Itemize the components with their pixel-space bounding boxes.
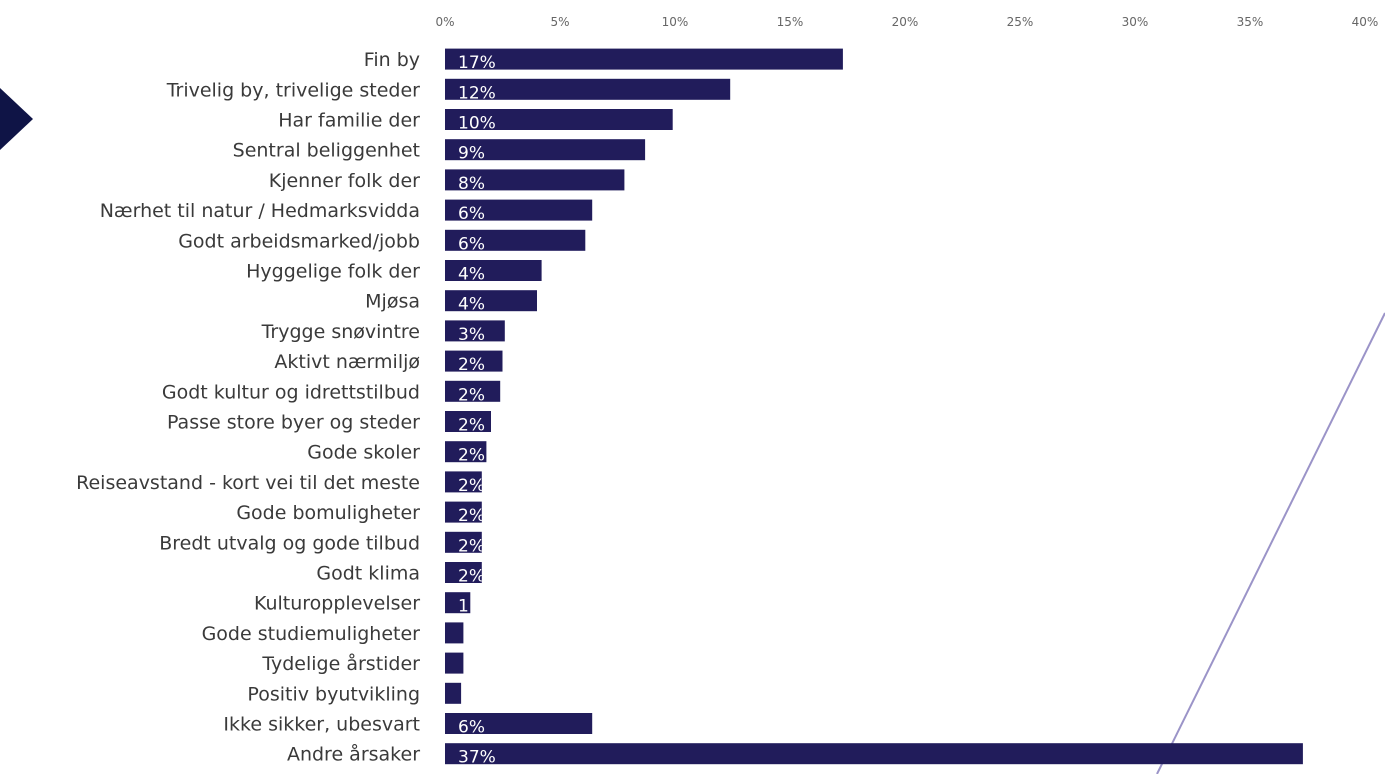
- bar: [445, 592, 471, 614]
- x-axis: 0% 5% 10% 15% 20% 25% 30% 35% 40%: [435, 15, 1378, 29]
- x-tick-label: 25%: [1007, 15, 1034, 29]
- bar: [445, 380, 501, 402]
- x-tick-label: 20%: [892, 15, 919, 29]
- category-label: Hyggelige folk der: [246, 261, 420, 283]
- bar: [445, 109, 673, 130]
- data-label: 2%: [458, 446, 485, 466]
- category-label: Godt kultur og idrettstilbud: [162, 381, 420, 403]
- category-label: Kulturopplevelser: [254, 593, 420, 615]
- connector-line: [1156, 312, 1385, 774]
- data-label: 6%: [458, 718, 485, 738]
- category-label: Trygge snøvintre: [261, 321, 420, 343]
- data-label: 12%: [458, 83, 496, 103]
- category-label: Godt klima: [316, 563, 420, 585]
- data-label: 3%: [458, 325, 485, 345]
- data-label: 2%: [458, 506, 485, 526]
- bar: [445, 290, 537, 312]
- x-tick-label: 30%: [1122, 15, 1149, 29]
- decoration-layer: [0, 88, 1385, 774]
- bar: [445, 743, 1303, 765]
- category-label: Nærhet til natur / Hedmarksvidda: [100, 200, 420, 222]
- category-label: Har familie der: [278, 110, 420, 132]
- data-label: 6%: [458, 204, 485, 224]
- bar: [445, 501, 482, 523]
- bar: [445, 471, 482, 493]
- data-label: 2%: [458, 385, 485, 405]
- data-label: 2%: [458, 416, 485, 436]
- bar: [445, 652, 464, 674]
- bar: [445, 622, 464, 644]
- category-label: Aktivt nærmiljø: [274, 351, 420, 373]
- category-labels: Fin by Trivelig by, trivelige steder Har f…: [76, 49, 420, 766]
- category-label: Fin by: [364, 49, 420, 71]
- x-tick-label: 35%: [1237, 15, 1264, 29]
- bar: [445, 229, 586, 251]
- bar: [445, 48, 843, 70]
- bar: [445, 531, 482, 553]
- bar: [445, 562, 482, 583]
- data-label: 17%: [458, 53, 496, 73]
- bar: [445, 78, 731, 100]
- data-label: 6%: [458, 234, 485, 254]
- category-label: Kjenner folk der: [269, 170, 420, 192]
- category-label: Bredt utvalg og gode tilbud: [159, 532, 420, 554]
- data-label: 8%: [458, 174, 485, 194]
- category-label: Andre årsaker: [287, 743, 420, 766]
- nav-arrow-icon: [0, 88, 33, 150]
- x-tick-label: 5%: [550, 15, 569, 29]
- bar: [445, 260, 542, 281]
- data-label: 4%: [458, 265, 485, 285]
- data-label: 4%: [458, 295, 485, 315]
- bar: [445, 441, 487, 463]
- data-label: 2%: [458, 536, 485, 556]
- bar: [445, 411, 491, 432]
- bar: [445, 682, 462, 704]
- data-label: 2%: [458, 567, 485, 587]
- category-label: Gode bomuligheter: [236, 502, 420, 524]
- category-label: Ikke sikker, ubesvart: [223, 714, 420, 736]
- data-labels: 17% 12% 10% 9% 8% 6% 6% 4% 4% 3% 2% 2% 2% 2% 2% 2% 2% 2% 1…: [458, 53, 496, 768]
- category-label: Positiv byutvikling: [247, 683, 420, 705]
- category-label: Reiseavstand - kort vei til det meste: [76, 472, 420, 494]
- category-label: Gode studiemuligheter: [202, 623, 421, 645]
- category-label: Godt arbeidsmarked/jobb: [178, 230, 420, 252]
- data-label: 1: [458, 597, 469, 617]
- bar: [445, 350, 503, 372]
- bars: [445, 48, 1303, 765]
- x-tick-label: 0%: [435, 15, 454, 29]
- bar: [445, 713, 593, 734]
- category-label: Mjøsa: [365, 291, 420, 313]
- category-label: Gode skoler: [307, 442, 420, 464]
- bar: [445, 199, 593, 221]
- bar: [445, 169, 625, 191]
- x-tick-label: 10%: [662, 15, 689, 29]
- data-label: 9%: [458, 144, 485, 164]
- data-label: 2%: [458, 476, 485, 496]
- bar: [445, 320, 505, 342]
- x-tick-label: 40%: [1352, 15, 1379, 29]
- data-label: 10%: [458, 114, 496, 134]
- category-label: Sentral beliggenhet: [233, 140, 420, 162]
- category-label: Tydelige årstider: [261, 652, 420, 675]
- data-label: 37%: [458, 748, 496, 768]
- category-label: Trivelig by, trivelige steder: [166, 79, 420, 101]
- category-label: Passe store byer og steder: [167, 412, 420, 434]
- bar: [445, 139, 646, 161]
- x-tick-label: 15%: [777, 15, 804, 29]
- data-label: 2%: [458, 355, 485, 375]
